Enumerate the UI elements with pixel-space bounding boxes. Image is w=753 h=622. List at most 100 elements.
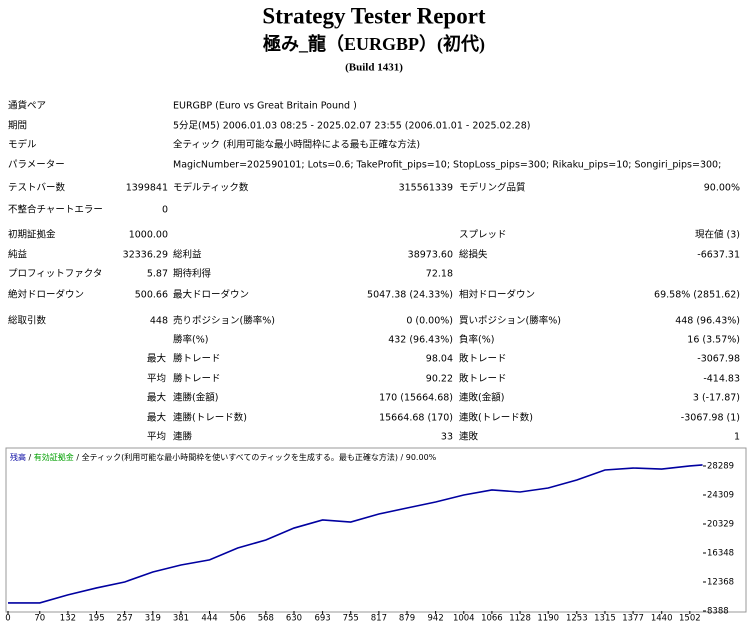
info-label: パラメーター: [8, 160, 65, 171]
stat-value: 90.00%: [704, 183, 740, 194]
x-tick-label: 755: [343, 614, 359, 622]
stat-label: 不整合チャートエラー: [8, 204, 103, 216]
info-label: モデル: [8, 139, 37, 151]
legend-balance: 残高: [10, 452, 26, 462]
x-tick-label: 257: [117, 614, 133, 622]
x-tick-label: 381: [173, 614, 189, 622]
stat-value: 69.58% (2851.62): [654, 290, 740, 301]
x-tick-label: 1190: [537, 614, 559, 622]
x-tick-label: 1440: [651, 614, 673, 622]
legend-quality: 90.00%: [406, 453, 437, 462]
stat-label: 総損失: [459, 249, 488, 261]
x-tick-label: 444: [201, 614, 217, 622]
stat-label: 勝率(%): [173, 334, 208, 346]
stat-value: -3067.98 (1): [681, 413, 740, 424]
stat-label: 買いポジション(勝率%): [459, 315, 561, 327]
stat-label: 負率(%): [459, 334, 494, 346]
x-tick-label: 693: [314, 614, 330, 622]
stat-label: 連敗: [459, 431, 479, 443]
stat-label: 勝トレード: [173, 353, 221, 365]
info-value: EURGBP (Euro vs Great Britain Pound ): [173, 101, 357, 112]
x-tick-label: 942: [428, 614, 444, 622]
stat-label: 絶対ドローダウン: [8, 289, 84, 301]
stat-value: -3067.98: [697, 354, 740, 365]
x-tick-label: 630: [286, 614, 302, 622]
info-label: 通貨ペア: [8, 100, 46, 112]
x-tick-label: 1253: [566, 614, 588, 622]
y-tick-label: 12368: [707, 577, 734, 587]
stat-label: テストバー数: [8, 182, 66, 194]
stat-label: モデリング品質: [459, 182, 526, 194]
legend-separator: /: [398, 453, 406, 462]
stat-value: 32336.29: [123, 250, 168, 261]
x-tick-label: 319: [145, 614, 161, 622]
stat-label: 連勝(トレード数): [173, 412, 247, 424]
x-tick-label: 568: [258, 614, 274, 622]
stat-value: 15664.68 (170): [379, 413, 453, 424]
x-tick-label: 0: [5, 614, 10, 622]
stat-label: 期待利得: [173, 268, 212, 280]
stat-label: 総取引数: [8, 315, 47, 327]
info-label: 期間: [8, 121, 27, 132]
chart-frame: [5, 447, 747, 613]
stat-value: 現在値 (3): [695, 229, 740, 241]
stat-value: 38973.60: [408, 250, 453, 261]
x-tick-label: 1377: [622, 614, 644, 622]
x-tick-label: 1502: [679, 614, 701, 622]
stat-value: 500.66: [135, 290, 168, 301]
info-value: MagicNumber=202590101; Lots=0.6; TakePro…: [173, 160, 721, 171]
y-tick-label: 20329: [707, 519, 734, 529]
legend-model: 全ティック(利用可能な最小時間枠を使いすべてのティックを生成する。最も正確な方法…: [82, 452, 398, 462]
y-tick-label: 24309: [707, 490, 734, 500]
x-tick-label: 817: [371, 614, 387, 622]
stat-label: 敗トレード: [459, 373, 507, 385]
stat-value: 432 (96.43%): [388, 335, 453, 346]
x-tick-label: 1004: [453, 614, 475, 622]
stat-value: 5047.38 (24.33%): [367, 290, 453, 301]
build: (Build 1431): [345, 62, 403, 74]
balance-line: [8, 464, 703, 604]
stat-value: 72.18: [426, 269, 453, 280]
stat-label: 連敗(トレード数): [459, 412, 533, 424]
subtitle: 極み_龍（EURGBP）(初代): [263, 33, 485, 55]
legend-separator: /: [74, 453, 82, 462]
info-value: 全ティック (利用可能な最小時間枠による最も正確な方法): [173, 139, 420, 151]
stat-value: 33: [441, 432, 453, 443]
stat-label: 平均: [147, 431, 166, 443]
stat-label: 連勝: [173, 431, 193, 443]
title: Strategy Tester Report: [262, 3, 485, 28]
stat-value: 315561339: [399, 183, 453, 194]
stat-label: 連勝(金額): [173, 392, 218, 404]
stat-label: 総利益: [173, 249, 202, 261]
stat-value: 98.04: [426, 354, 453, 365]
stat-value: 1399841: [126, 183, 168, 194]
y-tick-label: 28289: [707, 461, 734, 471]
stat-value: 16 (3.57%): [687, 335, 740, 346]
x-tick-label: 506: [230, 614, 246, 622]
stat-value: 1000.00: [129, 230, 168, 241]
stat-value: 448 (96.43%): [675, 316, 740, 327]
stat-value: 5.87: [147, 269, 168, 280]
stat-value: 0: [162, 205, 168, 216]
x-tick-label: 879: [399, 614, 415, 622]
x-tick-label: 1066: [481, 614, 503, 622]
x-tick-label: 70: [34, 614, 45, 622]
stat-label: 勝トレード: [173, 373, 221, 385]
stat-label: 初期証拠金: [8, 229, 56, 241]
stat-label: 敗トレード: [459, 353, 507, 365]
info-value: 5分足(M5) 2006.01.03 08:25 - 2025.02.07 23…: [173, 121, 530, 132]
legend: 残高 / 有効証拠金 / 全ティック(利用可能な最小時間枠を使いすべてのティック…: [10, 452, 437, 462]
x-tick-label: 1128: [509, 614, 531, 622]
stat-label: 相対ドローダウン: [459, 289, 535, 301]
legend-separator: /: [26, 453, 34, 462]
stat-label: 連敗(金額): [459, 392, 504, 404]
stat-value: -414.83: [703, 374, 740, 385]
x-tick-label: 195: [88, 614, 104, 622]
stat-label: モデルティック数: [173, 182, 249, 194]
stat-value: 0 (0.00%): [406, 316, 453, 327]
stat-value: -6637.31: [697, 250, 740, 261]
stat-value: 90.22: [426, 374, 453, 385]
stat-label: 最大: [147, 392, 167, 404]
